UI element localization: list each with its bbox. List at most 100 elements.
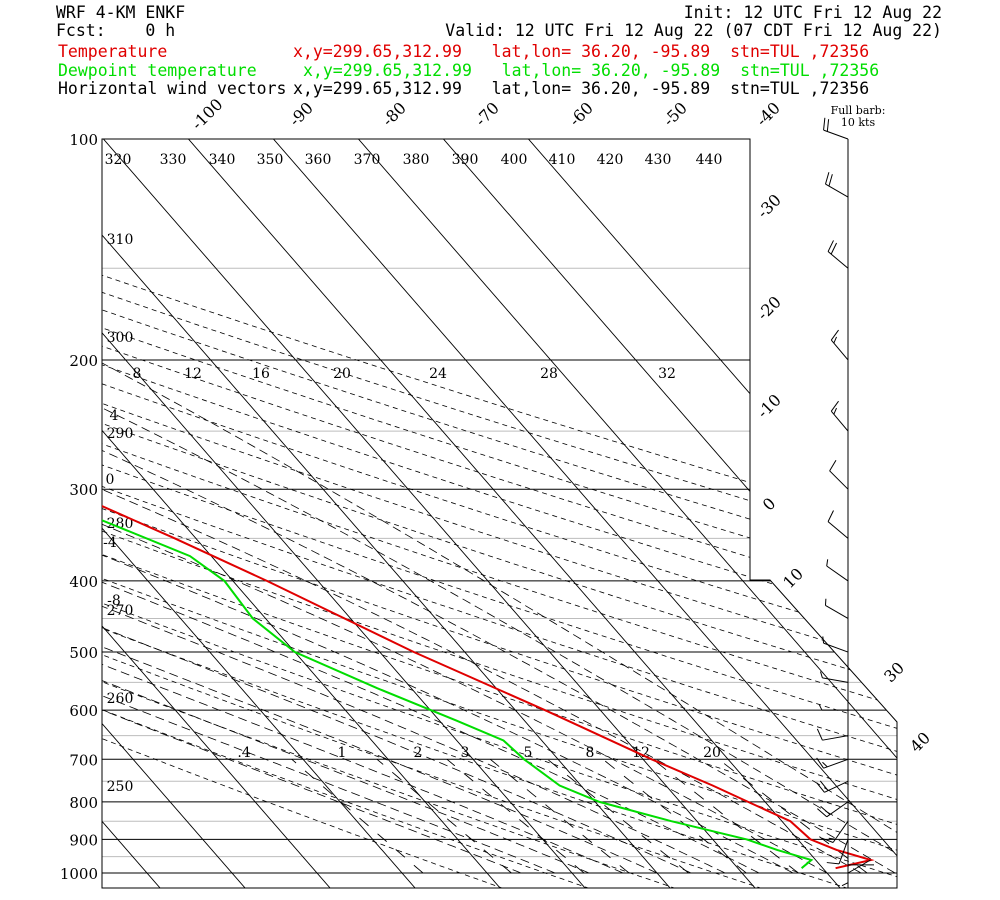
wind-barb-shaft bbox=[822, 677, 849, 683]
dry-adiabat bbox=[102, 139, 897, 888]
dry-adiabat-label: 290 bbox=[107, 426, 134, 442]
moist-adiabat-label: -8 bbox=[107, 593, 121, 609]
dry-adiabat bbox=[102, 139, 897, 888]
mixing-ratio-line bbox=[718, 758, 868, 874]
wind-barb bbox=[816, 757, 849, 769]
moist-adiabat-label: 24 bbox=[429, 366, 447, 382]
dry-adiabat-label: 310 bbox=[107, 232, 134, 248]
wind-barb bbox=[817, 801, 849, 818]
moist-adiabat-label: 0 bbox=[106, 472, 115, 488]
wind-barb-flag bbox=[822, 636, 825, 644]
wind-barb-flag bbox=[821, 837, 834, 843]
isotherm bbox=[102, 139, 246, 888]
moist-adiabat-label: 32 bbox=[658, 366, 676, 382]
dry-adiabat bbox=[102, 139, 897, 888]
pressure-label: 300 bbox=[69, 481, 98, 499]
isotherm bbox=[102, 139, 756, 888]
wind-barb bbox=[821, 820, 849, 843]
wind-barb bbox=[841, 856, 849, 887]
wind-barb bbox=[822, 636, 849, 653]
wind-barb-flag bbox=[830, 242, 838, 255]
wind-barb-shaft bbox=[822, 735, 849, 741]
wind-barb bbox=[823, 117, 849, 140]
isotherm bbox=[428, 139, 897, 888]
wind-barb bbox=[818, 703, 848, 711]
dry-adiabat bbox=[102, 139, 897, 888]
wind-barb-shaft bbox=[824, 780, 849, 793]
wind-barb-shaft bbox=[825, 605, 849, 619]
moist-adiabat bbox=[102, 209, 624, 874]
mixing-ratio-label: 2 bbox=[414, 745, 423, 761]
wind-barb-flag bbox=[826, 559, 829, 567]
isotherm bbox=[102, 139, 161, 888]
isotherm-label: 10 bbox=[779, 564, 807, 592]
moist-adiabat-label: 12 bbox=[184, 366, 202, 382]
isotherm bbox=[513, 139, 897, 888]
dry-adiabat-label: 280 bbox=[107, 516, 134, 532]
wind-barb-shaft bbox=[826, 801, 849, 818]
wind-barb bbox=[826, 559, 849, 582]
init-time: Init: 12 UTC Fri 12 Aug 22 bbox=[683, 3, 942, 22]
dry-adiabat bbox=[102, 139, 897, 888]
wind-barb-flag bbox=[827, 510, 834, 522]
isotherm bbox=[173, 139, 841, 888]
isotherm-label: -90 bbox=[285, 98, 317, 130]
wind-barb bbox=[824, 598, 849, 619]
pressure-label: 600 bbox=[69, 702, 98, 720]
wind-barb-flag bbox=[827, 240, 834, 252]
moist-adiabat bbox=[102, 139, 760, 874]
dewpoint-line bbox=[102, 139, 814, 869]
moist-adiabat bbox=[102, 267, 556, 874]
isotherm bbox=[343, 139, 897, 888]
isotherm-label: -80 bbox=[378, 98, 410, 130]
isotherm-label: -10 bbox=[753, 390, 785, 422]
dry-adiabat bbox=[102, 139, 763, 888]
wind-barb-flag bbox=[830, 400, 839, 412]
wind-barb-shaft bbox=[830, 339, 849, 361]
moist-adiabat bbox=[102, 139, 794, 874]
isotherm-label: -70 bbox=[471, 98, 503, 130]
isotherm bbox=[102, 139, 331, 888]
wind-barb-flag bbox=[820, 671, 823, 679]
isotherm-label: -60 bbox=[565, 98, 597, 130]
mixing-ratio-line bbox=[652, 758, 799, 874]
dry-adiabat-label: 440 bbox=[696, 152, 723, 168]
wind-barb-flag bbox=[828, 174, 833, 187]
moist-adiabat bbox=[102, 139, 726, 874]
wind-barb-flag bbox=[826, 862, 840, 865]
dry-adiabat bbox=[102, 139, 897, 888]
wind-barb-shaft bbox=[829, 470, 849, 490]
mixing-ratio-label: 20 bbox=[703, 745, 721, 761]
wind-barb-flag bbox=[833, 407, 837, 415]
wind-barb-shaft bbox=[832, 820, 849, 843]
wind-barb-flag bbox=[818, 703, 823, 711]
wind-barb bbox=[830, 400, 849, 432]
wind-barb bbox=[825, 172, 849, 198]
isotherm-label: -40 bbox=[752, 98, 784, 130]
mixing-ratio-label: 5 bbox=[524, 745, 533, 761]
moist-adiabat bbox=[102, 139, 896, 874]
wind-barb-shaft bbox=[826, 565, 849, 582]
wind-barb bbox=[830, 329, 849, 361]
wind-barb-flag bbox=[823, 117, 826, 131]
dry-adiabat bbox=[102, 139, 677, 888]
wind-barb-flag bbox=[833, 336, 837, 344]
dry-adiabat bbox=[102, 139, 897, 888]
wind-barb-flag bbox=[825, 172, 830, 185]
dry-adiabat-label: 410 bbox=[549, 152, 576, 168]
wind-barb-flag bbox=[817, 808, 828, 818]
wind-legend-value: 10 kts bbox=[841, 116, 876, 129]
mixing-ratio-label: 3 bbox=[461, 745, 470, 761]
dry-adiabat-label: 430 bbox=[645, 152, 672, 168]
wind-barb-flag bbox=[829, 459, 837, 472]
dry-adiabat-label: 260 bbox=[107, 691, 134, 707]
mixing-ratio-label: 12 bbox=[632, 745, 650, 761]
plot-frame bbox=[101, 138, 898, 889]
dry-adiabat bbox=[102, 139, 897, 888]
moist-adiabat-label: 20 bbox=[333, 366, 351, 382]
dry-adiabat bbox=[102, 139, 897, 888]
dry-adiabat-label: 390 bbox=[452, 152, 479, 168]
dry-adiabat-label: 370 bbox=[354, 152, 381, 168]
wind-barb-flag bbox=[841, 882, 849, 887]
dry-adiabat-label: 320 bbox=[105, 152, 132, 168]
